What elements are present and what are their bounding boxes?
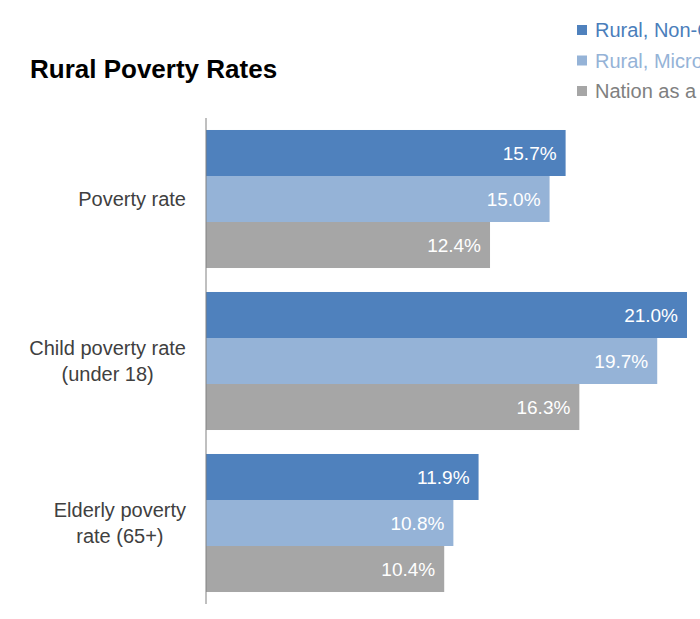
- bar: [206, 454, 479, 500]
- category-label-line: rate (65+): [76, 525, 163, 547]
- data-label: 10.4%: [381, 559, 435, 580]
- data-label: 16.3%: [516, 397, 570, 418]
- legend-swatch: [577, 86, 587, 96]
- legend: Rural, Non-Core Rural, Micropolitan Nation…: [577, 19, 700, 102]
- legend-label: Rural, Micropolitan: [595, 50, 700, 72]
- legend-swatch: [577, 56, 587, 66]
- category-label: Child poverty rate (under 18): [29, 337, 186, 385]
- bars: [206, 130, 687, 592]
- category-label: Poverty rate: [78, 188, 186, 210]
- data-label: 19.7%: [594, 351, 648, 372]
- data-label: 11.9%: [417, 467, 470, 488]
- bar: [206, 546, 444, 592]
- bar: [206, 292, 687, 338]
- axis-line: [206, 118, 207, 604]
- data-label: 10.8%: [390, 513, 444, 534]
- bar: [206, 384, 579, 430]
- bar: [206, 338, 657, 384]
- chart: Rural Poverty Rates15.7%21.0%11.9%15.0%1…: [0, 0, 700, 619]
- category-label-line: (under 18): [61, 363, 153, 385]
- page: {"chart_data": { "type": "bar", "orienta…: [0, 0, 700, 619]
- data-labels: 15.7% 21.0% 11.9% 15.0% 19.7% 10.8% 12.4% 16.3%…: [381, 143, 678, 580]
- legend-label: Nation as a Whole: [595, 80, 700, 102]
- data-label: 21.0%: [624, 305, 678, 326]
- data-label: 12.4%: [427, 235, 481, 256]
- category-label: Elderly poverty rate (65+): [54, 499, 186, 547]
- bar: [206, 176, 550, 222]
- title: Rural Poverty Rates: [30, 54, 277, 84]
- bar: [206, 222, 490, 268]
- data-label: 15.0%: [487, 189, 541, 210]
- bar: [206, 130, 566, 176]
- bar: [206, 500, 453, 546]
- category-label-line: Poverty rate: [78, 188, 186, 210]
- data-label: 15.7%: [503, 143, 557, 164]
- legend-label: Rural, Non-Core: [595, 19, 700, 41]
- category-label-line: Child poverty rate: [29, 337, 186, 359]
- category-label-line: Elderly poverty: [54, 499, 186, 521]
- legend-swatch: [577, 25, 587, 35]
